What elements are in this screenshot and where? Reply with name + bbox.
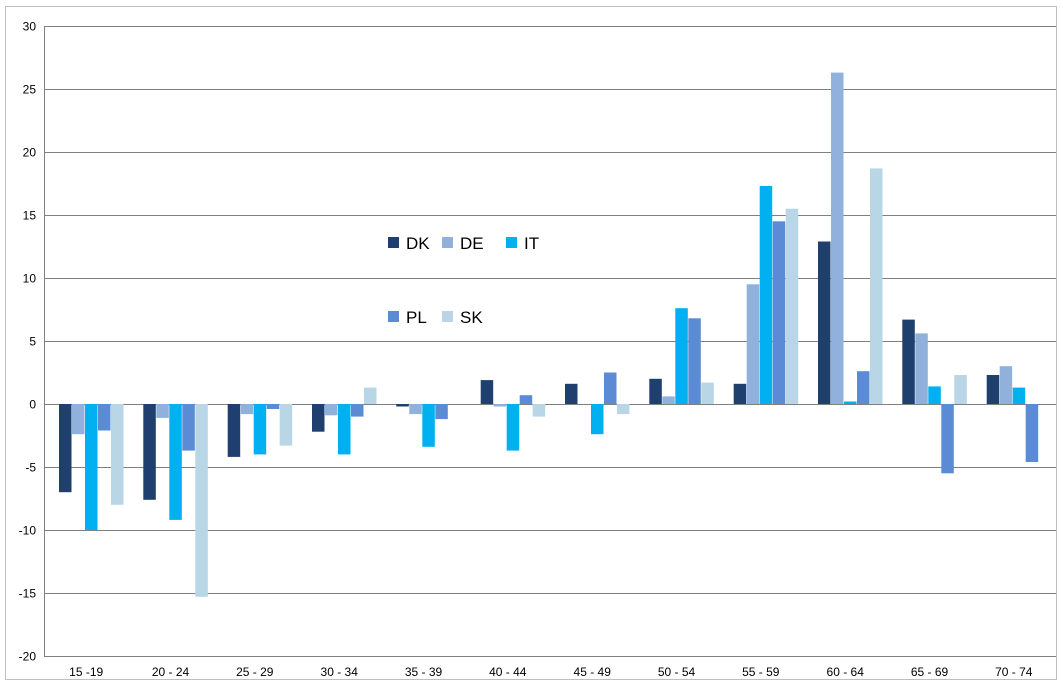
bar-pl — [604, 372, 617, 404]
bar-it — [422, 404, 435, 447]
bar-pl — [182, 404, 195, 451]
bar-it — [169, 404, 182, 520]
bar-de — [409, 404, 422, 415]
bar-sk — [195, 404, 208, 597]
bar-dk — [986, 375, 1000, 404]
bar-dk — [818, 241, 831, 404]
y-tick-label: 0 — [29, 398, 36, 412]
bar-sk — [617, 404, 630, 415]
bar-it — [844, 401, 857, 404]
y-tick-label: 5 — [29, 335, 36, 349]
x-tick-label: 35 - 39 — [405, 665, 443, 679]
bar-dk — [59, 404, 72, 493]
bar-sk — [532, 404, 546, 417]
legend-label-de: DE — [460, 234, 484, 253]
bar-sk — [954, 375, 967, 404]
bar-dk — [143, 404, 156, 500]
y-tick-label: 15 — [23, 209, 37, 223]
axes: 30 25 20 15 10 5 0 -5 -10 -15 -20 15 -19 20 - 24 25 -… — [19, 20, 1033, 680]
bar-dk — [227, 404, 241, 457]
bar-dk — [649, 378, 662, 404]
legend-swatch-pl — [388, 311, 399, 322]
bar-pl — [772, 221, 786, 404]
legend-swatch-it — [506, 237, 517, 248]
legend-swatch-sk — [442, 311, 453, 322]
bar-dk — [396, 404, 409, 407]
bar-it — [591, 404, 604, 435]
bar-dk — [565, 383, 578, 404]
bar-sk — [870, 168, 883, 404]
bar-it — [338, 404, 351, 455]
bar-de — [72, 404, 85, 435]
bar-dk — [733, 383, 747, 404]
bar-it — [85, 404, 98, 530]
bar-it — [928, 386, 941, 404]
bar-dk — [312, 404, 325, 432]
bar-de — [831, 72, 844, 404]
bar-it — [675, 308, 688, 404]
legend-label-pl: PL — [406, 308, 427, 327]
x-tick-label: 55 - 59 — [742, 665, 780, 679]
bar-pl — [941, 404, 954, 474]
y-tick-label: -20 — [19, 650, 37, 664]
x-tick-label: 50 - 54 — [658, 665, 696, 679]
x-tick-label: 30 - 34 — [321, 665, 359, 679]
x-tick-label: 70 - 74 — [995, 665, 1033, 679]
x-tick-label: 20 - 24 — [152, 665, 190, 679]
bar-de — [915, 333, 928, 404]
bar-pl — [351, 404, 364, 417]
bar-sk — [364, 387, 377, 404]
legend-label-it: IT — [524, 234, 539, 253]
legend-label-dk: DK — [406, 234, 430, 253]
bar-dk — [480, 380, 494, 404]
y-tick-label: 20 — [23, 146, 37, 160]
legend-swatch-dk — [388, 237, 399, 248]
bar-de — [240, 404, 254, 415]
bar-de — [156, 404, 169, 418]
bar-de — [662, 396, 675, 404]
y-tick-label: 10 — [23, 272, 37, 286]
y-tick-label: 25 — [23, 83, 37, 97]
bar-sk — [785, 208, 799, 404]
legend-label-sk: SK — [460, 308, 483, 327]
bar-de — [493, 404, 507, 407]
bar-de — [999, 366, 1013, 404]
bar-de — [746, 284, 760, 404]
legend-swatch-de — [442, 237, 453, 248]
bar-sk — [701, 382, 714, 404]
bar-pl — [435, 404, 448, 420]
bar-pl — [98, 404, 111, 431]
y-tick-label: -5 — [25, 461, 36, 475]
x-tick-label: 60 - 64 — [827, 665, 865, 679]
bar-it — [1012, 387, 1026, 404]
bar-de — [325, 404, 338, 416]
y-tick-label: -10 — [19, 524, 37, 538]
x-tick-label: 45 - 49 — [574, 665, 612, 679]
x-tick-label: 40 - 44 — [489, 665, 527, 679]
bar-dk — [902, 319, 915, 404]
legend: DK DE IT PL SK — [388, 234, 539, 327]
bars — [59, 72, 1039, 597]
bar-pl — [266, 404, 280, 409]
bar-pl — [519, 395, 533, 404]
bar-pl — [857, 371, 870, 404]
bar-pl — [1025, 404, 1039, 462]
x-tick-label: 15 -19 — [69, 665, 103, 679]
bar-pl — [688, 318, 701, 404]
y-tick-label: 30 — [23, 20, 37, 34]
gridlines — [44, 26, 1056, 657]
bar-sk — [111, 404, 124, 505]
bar-it — [759, 186, 773, 404]
y-tick-label: -15 — [19, 587, 37, 601]
bar-sk — [279, 404, 293, 446]
x-tick-label: 25 - 29 — [236, 665, 274, 679]
bar-it — [253, 404, 267, 455]
x-tick-label: 65 - 69 — [911, 665, 949, 679]
bar-it — [506, 404, 520, 451]
